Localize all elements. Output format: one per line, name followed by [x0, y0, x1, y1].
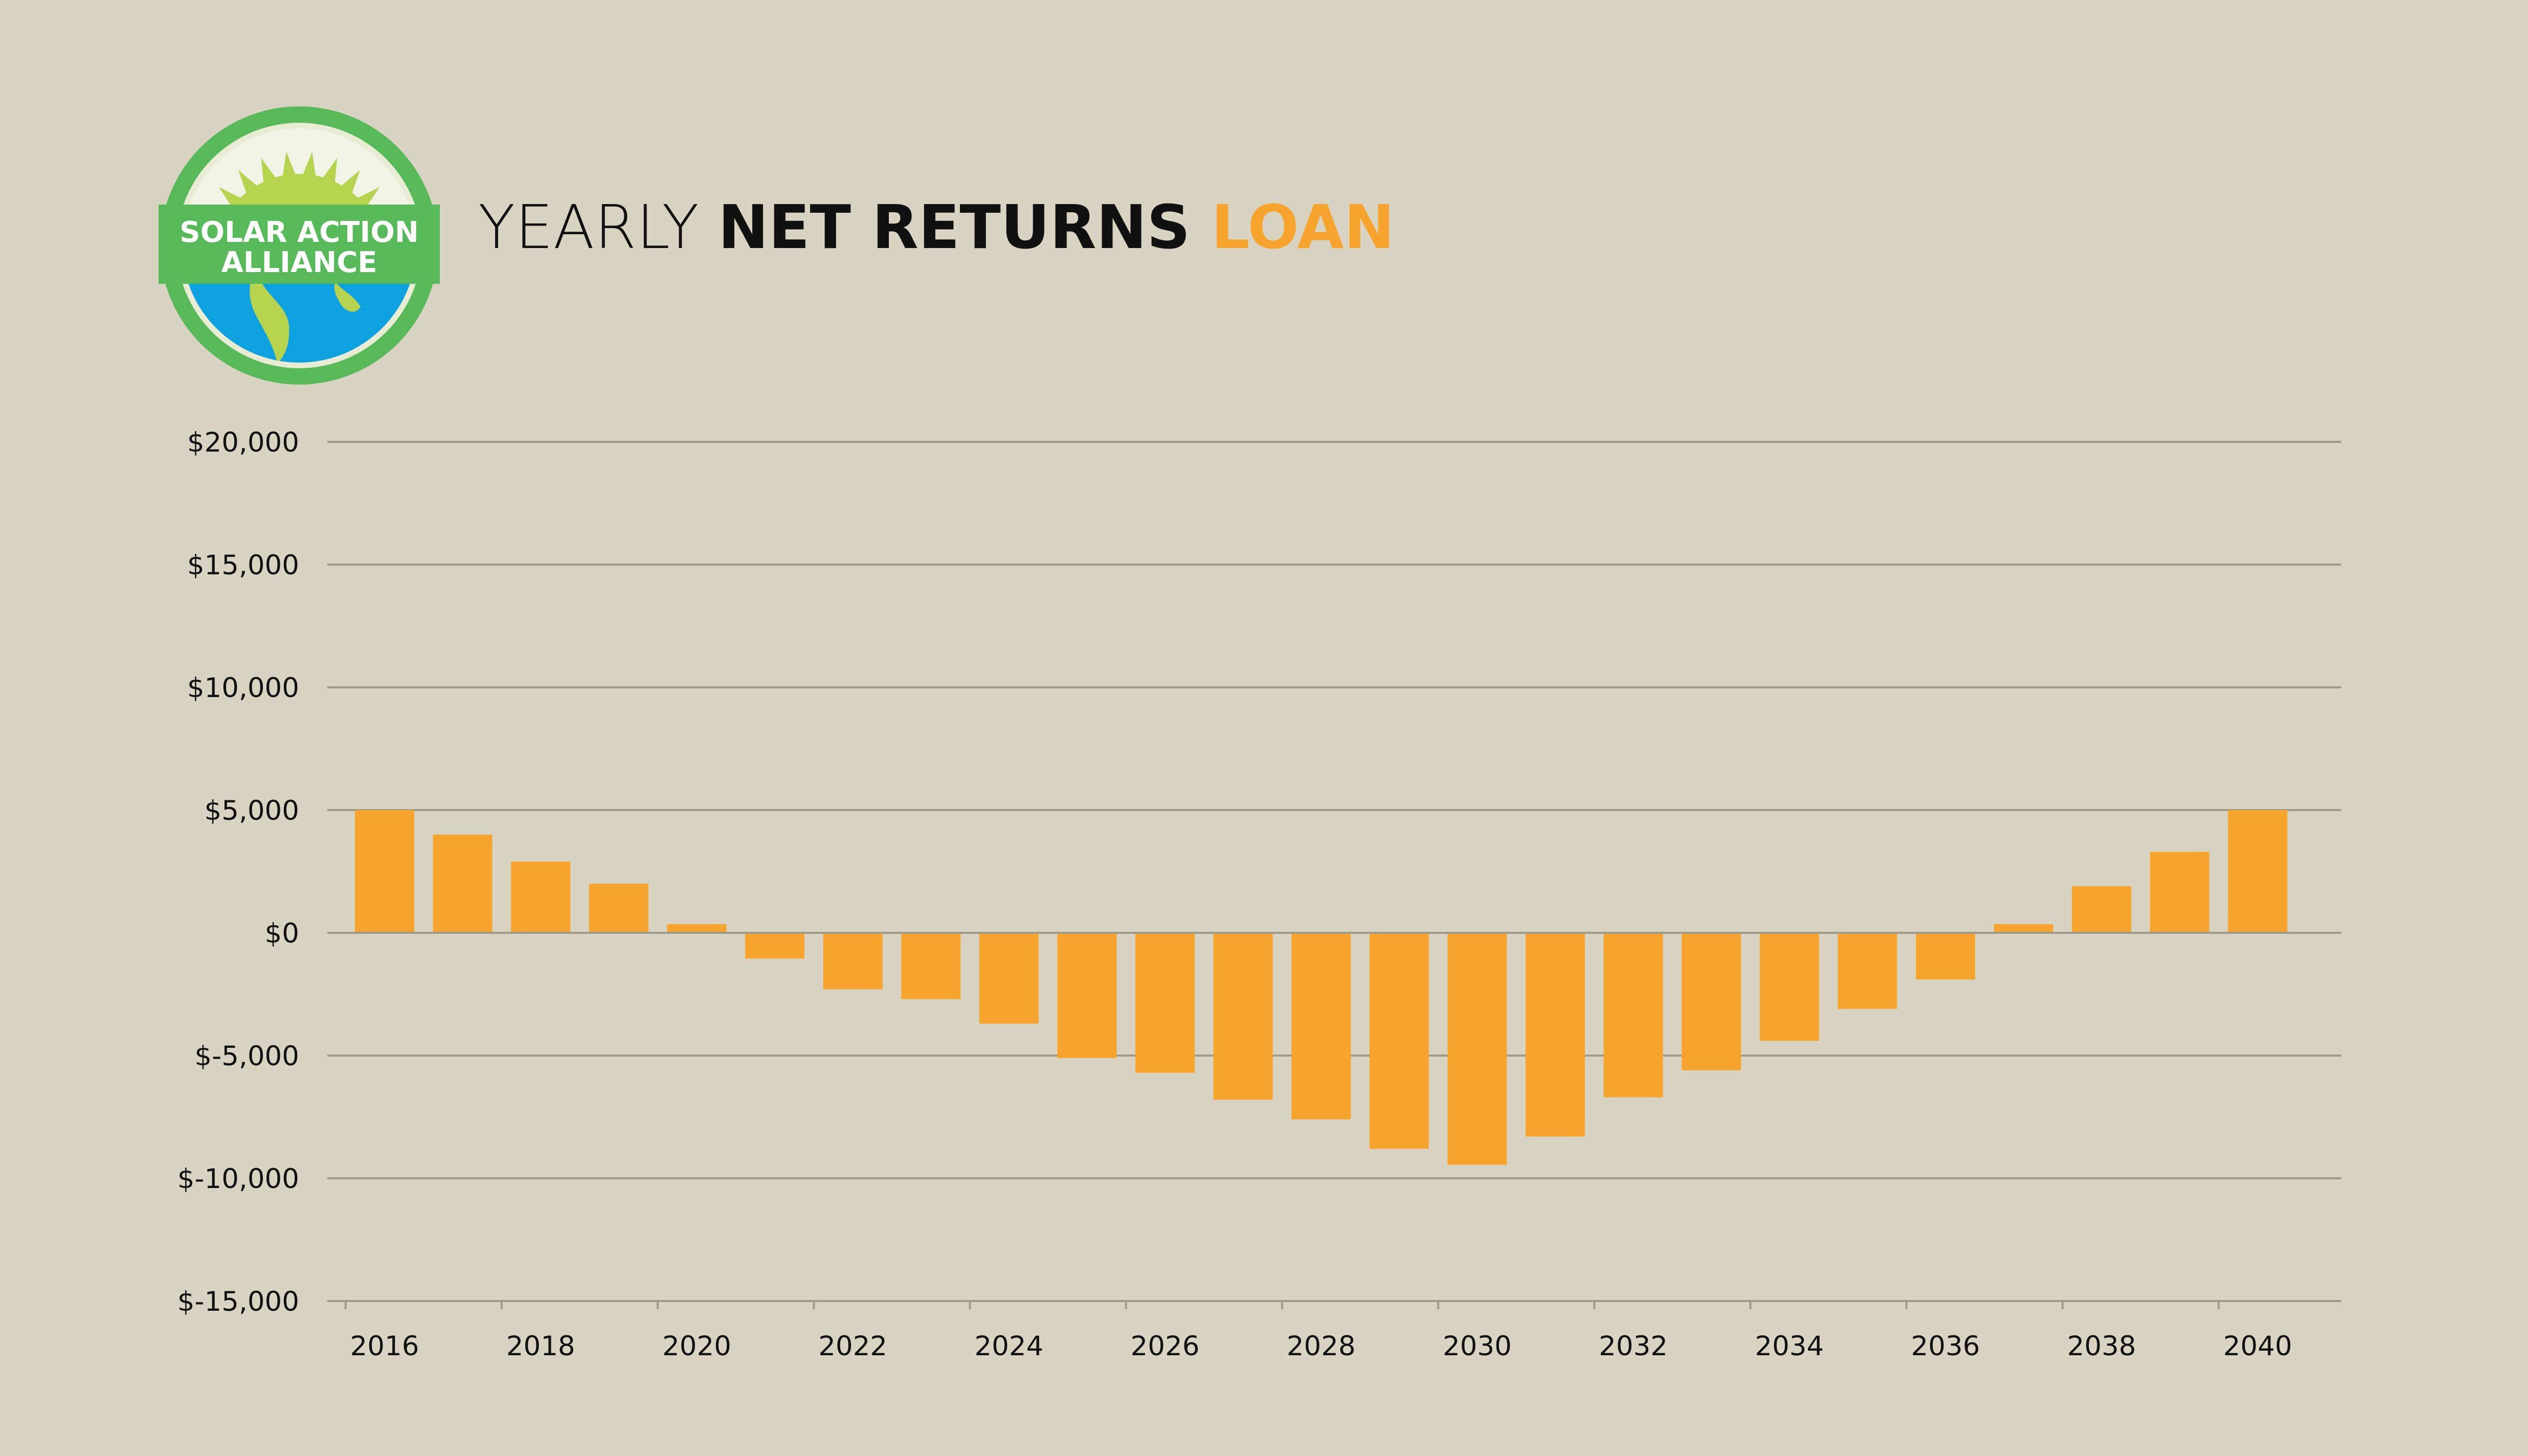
bar-2021	[745, 933, 804, 959]
x-tick-label: 2016	[350, 1331, 419, 1362]
y-tick-label: $20,000	[187, 427, 299, 458]
x-tick-label: 2026	[1131, 1331, 1200, 1362]
x-tick-label: 2030	[1443, 1331, 1512, 1362]
x-tick-label: 2022	[818, 1331, 887, 1362]
bar-2033	[1682, 933, 1741, 1070]
y-tick-label: $15,000	[187, 550, 299, 581]
bar-2022	[823, 933, 883, 990]
x-tick-label: 2020	[662, 1331, 731, 1362]
bar-2032	[1603, 933, 1663, 1097]
y-tick-label: $-10,000	[177, 1163, 299, 1195]
bars	[355, 810, 2288, 1165]
y-tick-label: $10,000	[187, 673, 299, 704]
title-part-yearly: YEARLY	[478, 192, 719, 262]
bar-2025	[1057, 933, 1117, 1058]
bar-2031	[1526, 933, 1585, 1137]
bar-2024	[979, 933, 1039, 1024]
y-tick-label: $0	[265, 918, 299, 949]
y-tick-label: $-15,000	[177, 1286, 299, 1317]
gridlines	[327, 441, 2341, 1302]
bar-2018	[511, 861, 571, 933]
bar-2040	[2228, 810, 2288, 933]
x-tick-label: 2040	[2223, 1331, 2292, 1362]
bar-2035	[1838, 933, 1897, 1009]
bar-2016	[355, 810, 414, 933]
bar-2036	[1916, 933, 1975, 980]
x-tick-label: 2028	[1287, 1331, 1356, 1362]
y-tick-label: $5,000	[205, 795, 299, 826]
bar-2027	[1213, 933, 1273, 1100]
bar-2029	[1369, 933, 1429, 1149]
bar-2038	[2072, 886, 2132, 933]
logo-text-line1: SOLAR ACTION	[180, 216, 419, 249]
title-part-net-returns: NET RETURNS	[718, 192, 1191, 262]
tick-labels: $20,000 $15,000 $10,000 $5,000 $0 $-5,000 $-10…	[177, 427, 2292, 1362]
axes	[327, 932, 2341, 1309]
bar-2020	[667, 924, 727, 933]
bar-2028	[1291, 933, 1351, 1119]
bar-2037	[1994, 924, 2053, 933]
x-tick-label: 2032	[1599, 1331, 1668, 1362]
bar-2023	[901, 933, 961, 999]
x-tick-label: 2024	[974, 1331, 1043, 1362]
bar-2030	[1447, 933, 1507, 1165]
bar-2026	[1135, 933, 1195, 1073]
bar-2039	[2150, 852, 2209, 933]
x-tick-label: 2036	[1911, 1331, 1980, 1362]
bar-2034	[1759, 933, 1819, 1041]
x-tick-label: 2018	[506, 1331, 575, 1362]
y-tick-label: $-5,000	[194, 1041, 299, 1072]
x-tick-label: 2034	[1755, 1331, 1824, 1362]
title-part-loan: LOAN	[1190, 192, 1395, 262]
chart-title: YEARLY NET RETURNS LOAN	[478, 197, 1395, 257]
logo-text-line2: ALLIANCE	[221, 246, 377, 279]
x-tick-label: 2038	[2067, 1331, 2136, 1362]
bar-2019	[589, 884, 648, 933]
bar-2017	[433, 835, 493, 933]
solar-action-alliance-logo: SOLAR ACTION ALLIANCE	[159, 106, 440, 385]
